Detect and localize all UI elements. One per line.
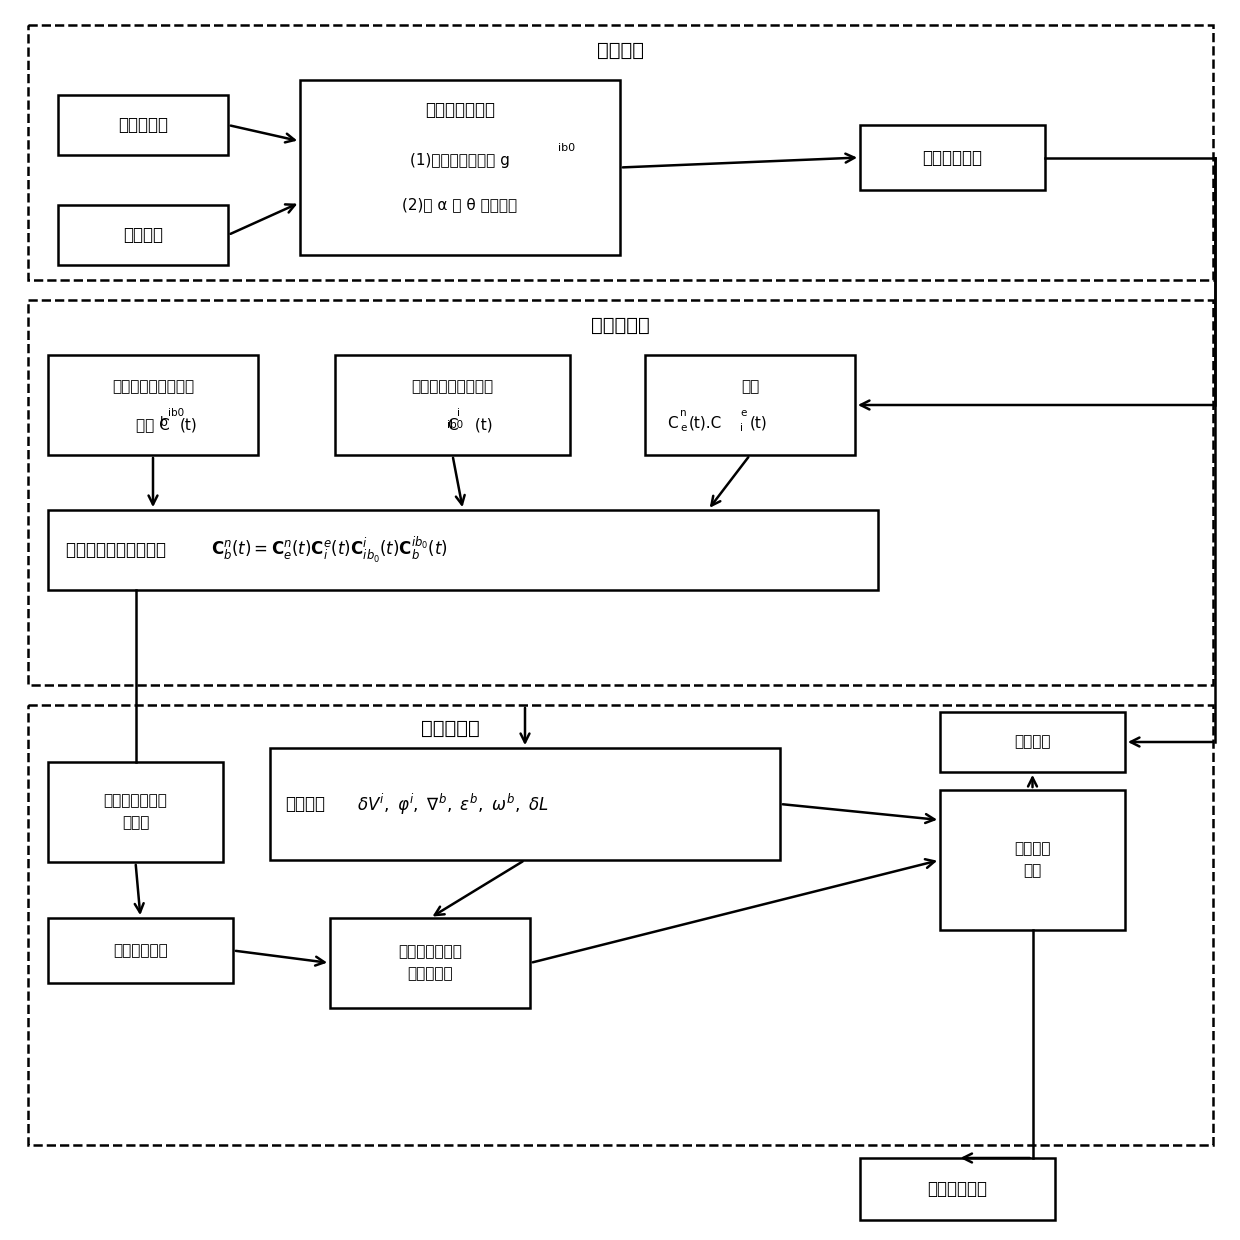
Bar bbox=[330, 918, 529, 1008]
Text: C: C bbox=[667, 415, 677, 430]
Bar bbox=[48, 510, 878, 590]
Text: $\mathbf{C}_b^n(t)=\mathbf{C}_e^n(t)\mathbf{C}_i^e(t)\mathbf{C}_{ib_0}^i(t)\math: $\mathbf{C}_b^n(t)=\mathbf{C}_e^n(t)\mat… bbox=[211, 534, 448, 565]
Text: 双矢量定姿算法计算: 双矢量定姿算法计算 bbox=[412, 379, 494, 394]
Bar bbox=[940, 712, 1125, 773]
Text: (2)由 α 和 θ 计算维度: (2)由 α 和 θ 计算维度 bbox=[403, 197, 517, 212]
Bar bbox=[300, 81, 620, 255]
Bar bbox=[29, 25, 1213, 280]
Text: e: e bbox=[740, 408, 746, 418]
Bar bbox=[940, 790, 1125, 930]
Bar bbox=[335, 355, 570, 455]
Bar bbox=[270, 748, 780, 861]
Text: (t).C: (t).C bbox=[689, 415, 722, 430]
Text: 加速度计: 加速度计 bbox=[123, 226, 162, 244]
Text: 计算粗略初始姿态矩阵: 计算粗略初始姿态矩阵 bbox=[66, 541, 171, 559]
Text: C: C bbox=[448, 418, 458, 433]
Text: 纬度补偿: 纬度补偿 bbox=[1014, 734, 1050, 749]
Text: b: b bbox=[160, 417, 167, 429]
Bar bbox=[58, 205, 228, 265]
Bar bbox=[48, 918, 233, 983]
Text: i: i bbox=[458, 408, 460, 418]
Text: 维度计算: 维度计算 bbox=[596, 41, 644, 60]
Text: 初始姿态矩阵: 初始姿态矩阵 bbox=[928, 1180, 987, 1198]
Bar bbox=[861, 125, 1045, 190]
Text: (t): (t) bbox=[470, 418, 492, 433]
Text: i: i bbox=[740, 423, 743, 433]
Text: n: n bbox=[680, 408, 687, 418]
Bar bbox=[48, 763, 223, 862]
Text: $\delta V^i,\ \varphi^i,\ \nabla^b,\ \varepsilon^b,\ \omega^b,\ \delta L$: $\delta V^i,\ \varphi^i,\ \nabla^b,\ \va… bbox=[357, 791, 548, 817]
Text: (1)计算两个时刻的 g: (1)计算两个时刻的 g bbox=[410, 153, 510, 167]
Text: 计算速度误差: 计算速度误差 bbox=[113, 942, 167, 959]
Text: 光纤陀螺仪: 光纤陀螺仪 bbox=[118, 117, 167, 134]
Text: 获得粗略初始姿
态矩阵: 获得粗略初始姿 态矩阵 bbox=[104, 794, 167, 831]
Text: 计算: 计算 bbox=[740, 379, 759, 394]
Text: 初始维度信息: 初始维度信息 bbox=[923, 149, 982, 166]
Text: 精对准阶段: 精对准阶段 bbox=[420, 718, 480, 738]
Bar bbox=[58, 95, 228, 155]
Text: 上位导航计算机: 上位导航计算机 bbox=[425, 100, 495, 119]
Bar bbox=[645, 355, 856, 455]
Text: 根据光纤陀螺仪输出: 根据光纤陀螺仪输出 bbox=[112, 379, 195, 394]
Bar bbox=[29, 300, 1213, 684]
Text: e: e bbox=[680, 423, 687, 433]
Text: 计算 C: 计算 C bbox=[136, 418, 170, 433]
Text: 基于新息的自适
应滤波方法: 基于新息的自适 应滤波方法 bbox=[398, 945, 463, 982]
Text: ib0: ib0 bbox=[167, 408, 184, 418]
Bar bbox=[861, 1158, 1055, 1220]
Text: ib0: ib0 bbox=[558, 143, 575, 153]
Text: 误差补偿
校正: 误差补偿 校正 bbox=[1014, 842, 1050, 879]
Text: ib0: ib0 bbox=[446, 420, 463, 430]
Bar bbox=[48, 355, 258, 455]
Bar bbox=[29, 706, 1213, 1145]
Text: (t): (t) bbox=[180, 418, 197, 433]
Text: 计算结果: 计算结果 bbox=[285, 795, 325, 813]
Text: 粗对准阶段: 粗对准阶段 bbox=[590, 315, 650, 335]
Text: (t): (t) bbox=[750, 415, 768, 430]
